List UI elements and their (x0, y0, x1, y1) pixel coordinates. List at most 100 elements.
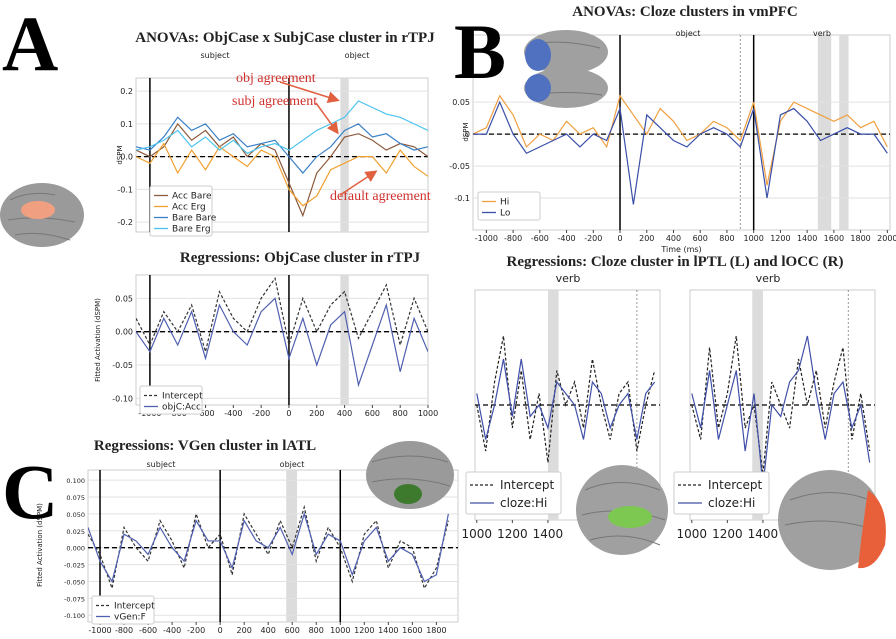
legend-label: vGen:F (114, 613, 146, 623)
x-tick-label: 1600 (824, 234, 844, 243)
x-tick-label: -1000 (475, 234, 498, 243)
panel-label: A (2, 0, 58, 87)
x-tick-label: 600 (285, 626, 300, 635)
legend-label: Acc Erg (172, 203, 206, 213)
y-tick-label: -0.075 (64, 595, 85, 603)
x-tick-label: 0 (286, 409, 291, 418)
window-label: verb (556, 272, 581, 285)
y-tick-label: 0.000 (66, 545, 85, 553)
y-tick-label: -0.1 (117, 185, 133, 194)
x-tick-label: -600 (531, 234, 549, 243)
window-label: verb (813, 29, 831, 38)
x-tick-label: 200 (639, 234, 654, 243)
x-tick-label: -200 (187, 626, 205, 635)
chart-title: Regressions: ObjCase cluster in rTPJ (180, 250, 421, 266)
legend-label: Lo (500, 209, 511, 219)
x-tick-label: 1000 (330, 626, 350, 635)
legend-label: Bare Erg (172, 225, 211, 235)
y-tick-label: 0.100 (66, 477, 85, 485)
x-tick-label: 1800 (850, 234, 870, 243)
y-tick-label: 0.2 (120, 87, 133, 96)
window-label: object (345, 51, 370, 60)
x-tick-label: -800 (115, 626, 133, 635)
y-axis-label: dSPM (116, 145, 124, 164)
x-tick-label: 1800 (426, 626, 446, 635)
legend-label: Bare Bare (172, 214, 217, 224)
legend-label: Intercept (500, 478, 555, 492)
y-tick-label: -0.10 (112, 394, 133, 403)
x-tick-label: 1000 (677, 527, 708, 541)
annotation: subj agreement (232, 94, 317, 109)
y-axis-label: dSPM (462, 122, 470, 141)
legend-label: cloze:Hi (500, 496, 547, 510)
y-tick-label: -0.100 (64, 612, 85, 620)
y-tick-label: 0.075 (66, 494, 85, 502)
legend-label: Intercept (114, 602, 155, 612)
y-tick-label: -0.025 (64, 562, 85, 570)
x-tick-label: 1200 (354, 626, 374, 635)
window-label: object (280, 460, 305, 469)
x-tick-label: 800 (309, 626, 324, 635)
y-tick-label: -0.2 (117, 218, 133, 227)
panel-label: B (454, 8, 506, 95)
x-tick-label: 2000 (877, 234, 896, 243)
x-tick-label: -800 (504, 234, 522, 243)
y-tick-label: 0.05 (452, 98, 470, 107)
legend-label: Intercept (162, 392, 203, 402)
x-tick-label: 1000 (743, 234, 763, 243)
y-tick-label: 0.05 (115, 294, 133, 303)
y-tick-label: -0.1 (454, 194, 470, 203)
x-tick-label: 1400 (378, 626, 398, 635)
x-tick-label: 1400 (797, 234, 817, 243)
brain-c (366, 441, 454, 509)
shaded-window (340, 275, 348, 405)
x-tick-label: 400 (261, 626, 276, 635)
shaded-window (839, 35, 848, 230)
chart-title: Regressions: VGen cluster in lATL (94, 438, 316, 454)
x-tick-label: -600 (139, 626, 157, 635)
brain-lptl (576, 465, 668, 555)
y-tick-label: 0.00 (115, 328, 133, 337)
x-tick-label: 800 (393, 409, 408, 418)
window-label: verb (756, 272, 781, 285)
x-tick-label: 200 (309, 409, 324, 418)
legend-label: Intercept (708, 478, 763, 492)
y-tick-label: 0.025 (66, 528, 85, 536)
x-tick-label: 1000 (418, 409, 438, 418)
x-tick-label: 600 (693, 234, 708, 243)
x-tick-label: 800 (719, 234, 734, 243)
chart-title: Regressions: Cloze cluster in lPTL (L) a… (507, 254, 844, 270)
x-tick-label: -400 (224, 409, 242, 418)
x-tick-label: -400 (557, 234, 575, 243)
chart-title: ANOVAs: ObjCase x SubjCase cluster in rT… (135, 30, 435, 46)
legend-label: cloze:Hi (708, 496, 755, 510)
window-label: subject (201, 51, 230, 60)
y-tick-label: -0.050 (64, 578, 85, 586)
legend-label: Hi (500, 198, 509, 208)
x-tick-label: 1200 (712, 527, 743, 541)
brain-a (0, 183, 84, 247)
panel-label: C (2, 448, 58, 535)
shaded-window (340, 78, 348, 232)
panel: 0.050.00-0.05-0.10-1000-800-600-400-2000… (94, 250, 438, 418)
x-tick-label: 200 (237, 626, 252, 635)
x-tick-label: 1600 (402, 626, 422, 635)
y-axis-label: Fitted Activation (dSPM) (94, 298, 102, 382)
x-axis-label: Time (ms) (660, 245, 701, 254)
x-tick-label: -400 (163, 626, 181, 635)
x-tick-label: -1000 (88, 626, 111, 635)
x-tick-label: 400 (666, 234, 681, 243)
legend-label: Acc Bare (172, 192, 212, 202)
y-tick-label: 0.050 (66, 511, 85, 519)
shaded-window (818, 35, 831, 230)
x-tick-label: 1000 (462, 527, 493, 541)
window-label: object (676, 29, 701, 38)
x-tick-label: 1400 (533, 527, 564, 541)
x-tick-label: -200 (252, 409, 270, 418)
y-tick-label: 0.1 (120, 120, 133, 129)
x-tick-label: 0 (218, 626, 223, 635)
y-tick-label: -0.05 (112, 361, 133, 370)
